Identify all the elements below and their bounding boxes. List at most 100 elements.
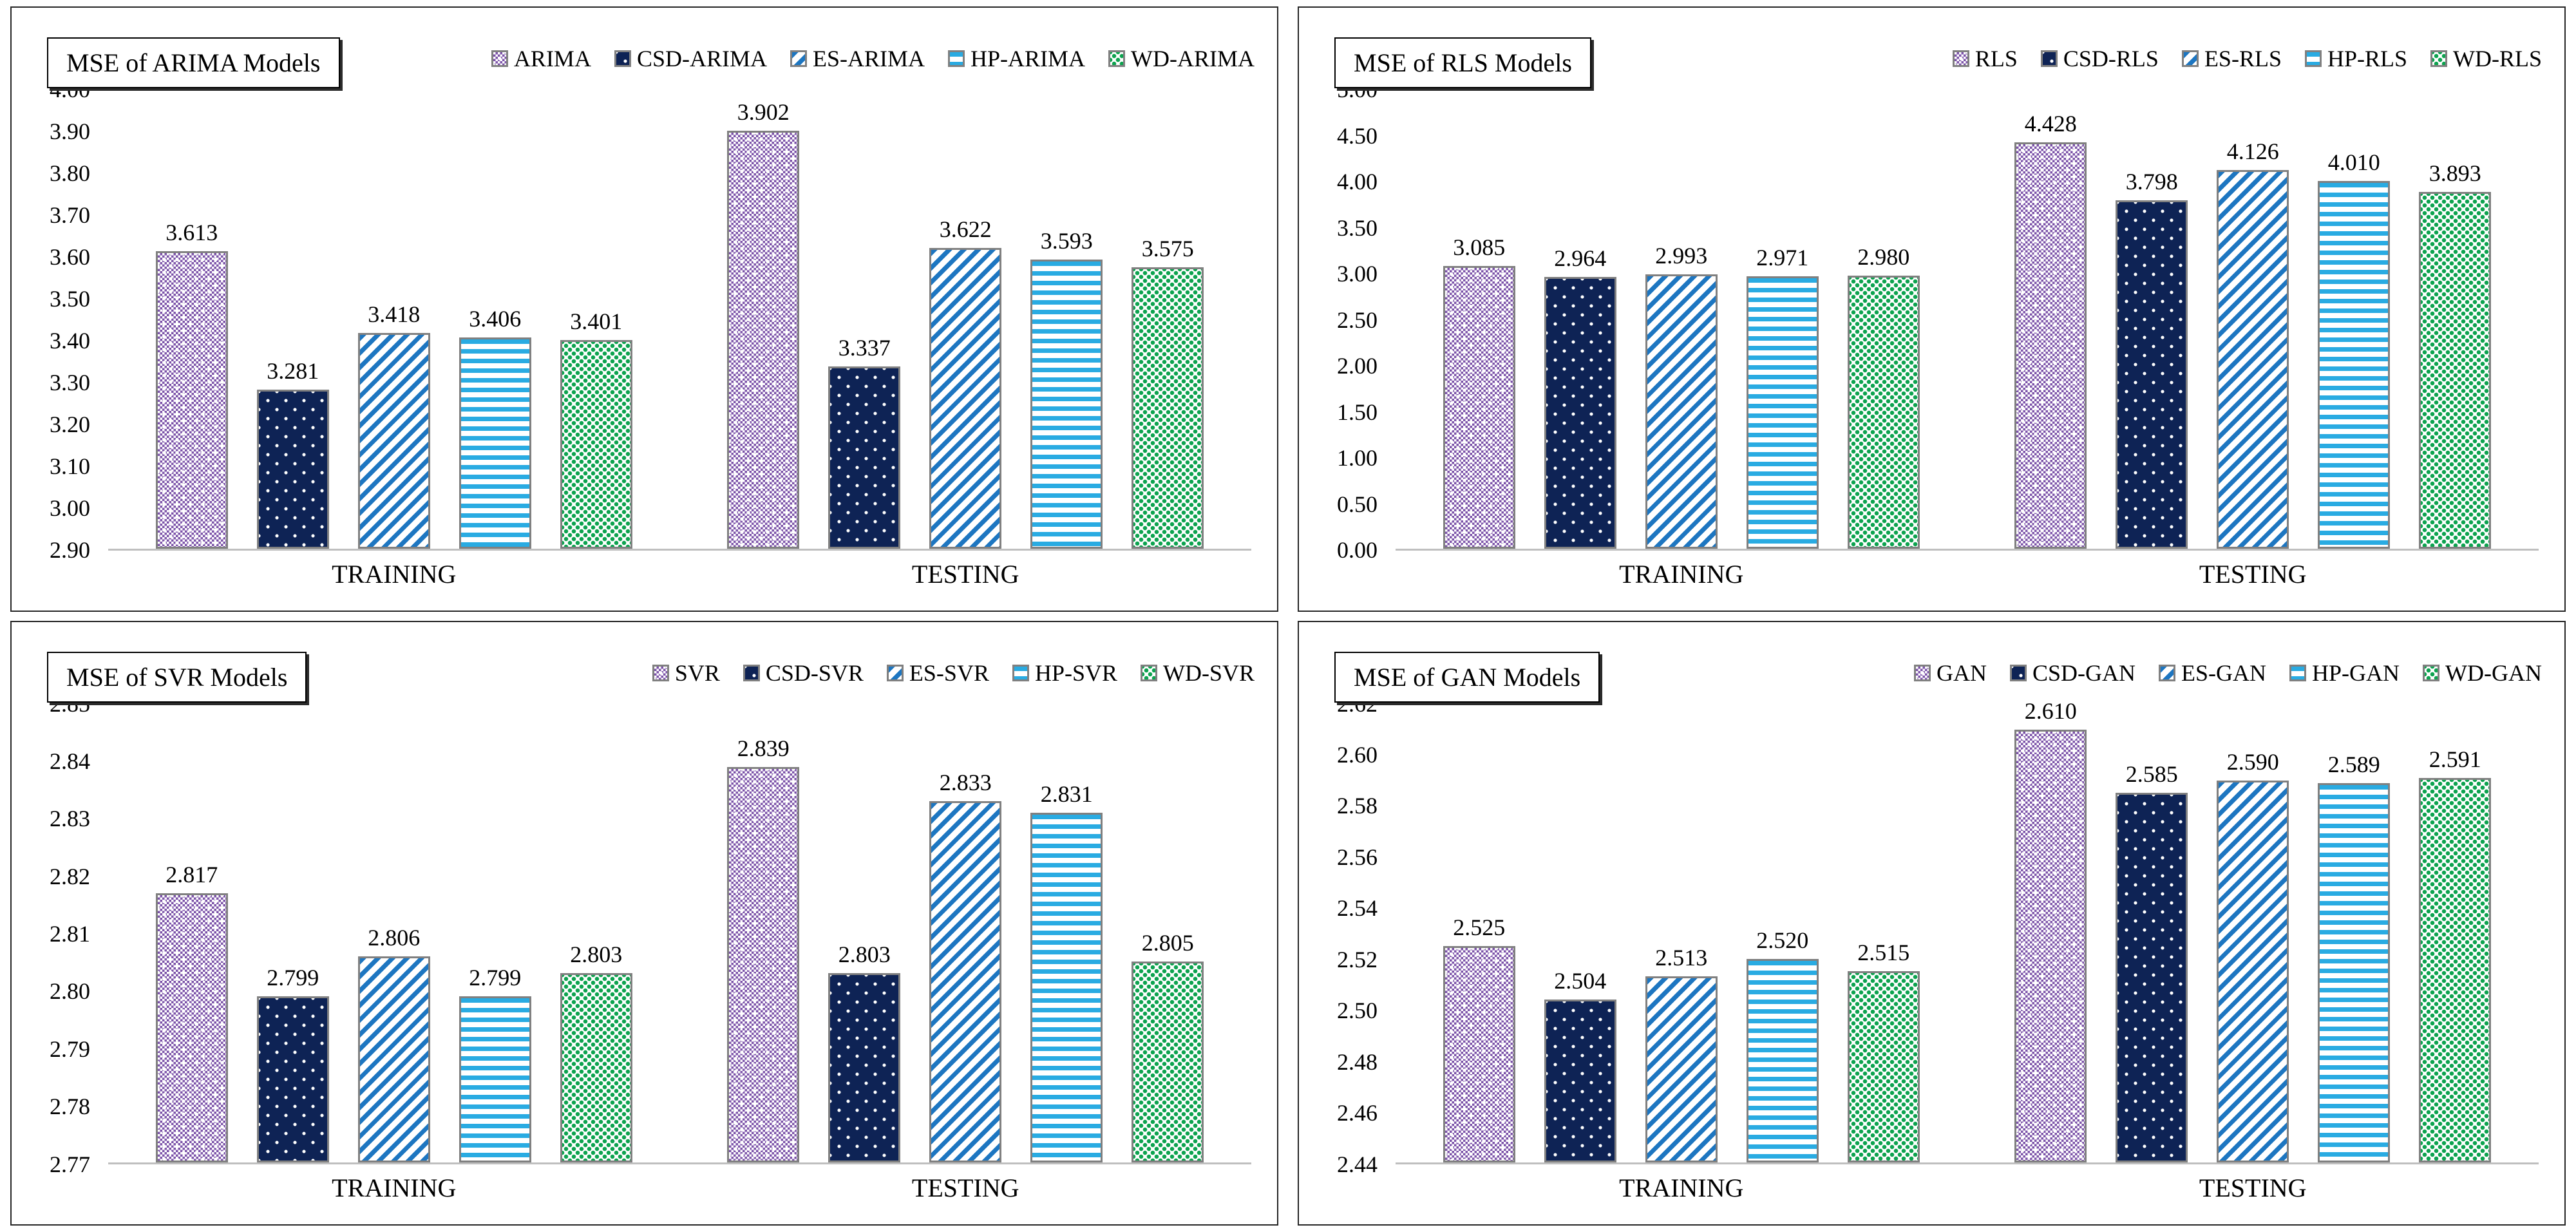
bar-item: 2.805	[1132, 929, 1204, 1162]
bar-item: 3.281	[256, 357, 329, 549]
legend-item: WD-RLS	[2430, 45, 2542, 72]
bar-item: 3.593	[1030, 227, 1103, 549]
chart-title: MSE of ARIMA Models	[47, 37, 340, 88]
bar-value-label: 3.337	[838, 334, 891, 361]
y-axis: 0.00 0.50 1.00 1.50 2.00 2.50 3.00 3.50 4.00 4.50…	[1299, 77, 1396, 563]
x-category-label: TESTING	[2199, 559, 2307, 589]
y-tick-label: 2.58	[1337, 793, 1378, 819]
bar-value-label: 4.428	[2024, 110, 2077, 137]
bar-value-label: 3.575	[1141, 235, 1194, 261]
y-tick-label: 2.56	[1337, 844, 1378, 870]
legend-label: HP-ARIMA	[971, 46, 1086, 71]
bar-value-label: 2.585	[2125, 761, 2178, 787]
navy-white-dots-swatch-icon	[614, 50, 631, 67]
bar-value-label: 2.799	[469, 965, 522, 990]
y-tick-label: 0.00	[1337, 537, 1378, 563]
bar-csd-gan-testing	[2116, 793, 2188, 1162]
x-category-label: TESTING	[2199, 1173, 2307, 1202]
legend: RLS CSD-RLS ES-RLS HP-RLS WD-RLS	[1952, 45, 2542, 72]
bar-group-testing: 3.902 3.337 3.622 3.593 3.575	[727, 99, 1204, 549]
bar-value-label: 3.613	[166, 219, 218, 245]
bar-item: 4.010	[2318, 149, 2391, 549]
bar-wd-arima-training	[560, 339, 632, 549]
y-tick-label: 3.10	[50, 453, 90, 479]
purple-checker-dots-swatch-icon	[1952, 50, 1969, 67]
legend-item: ES-GAN	[2159, 659, 2266, 687]
y-tick-label: 0.50	[1337, 491, 1378, 517]
bar-item: 2.515	[1847, 939, 1920, 1162]
legend-item: HP-GAN	[2289, 659, 2400, 687]
purple-checker-dots-swatch-icon	[1914, 664, 1931, 681]
bar-item: 2.513	[1645, 944, 1718, 1162]
y-tick-label: 2.84	[50, 748, 90, 774]
blue-diagonal-stripes-swatch-icon	[790, 50, 807, 67]
chart-title: MSE of RLS Models	[1334, 37, 1591, 88]
chart-title: MSE of GAN Models	[1334, 651, 1600, 703]
bar-group-testing: 4.428 3.798 4.126 4.010 3.893	[2014, 110, 2492, 549]
bar-wd-gan-training	[1847, 971, 1920, 1162]
bar-value-label: 2.610	[2024, 698, 2077, 724]
bar-item: 2.520	[1746, 927, 1819, 1162]
bar-hp-svr-training	[459, 996, 531, 1162]
y-tick-label: 1.00	[1337, 445, 1378, 471]
bar-csd-arima-testing	[828, 366, 901, 549]
bar-value-label: 4.126	[2226, 138, 2279, 164]
x-category-label: TRAINING	[332, 559, 457, 589]
chart-title: MSE of SVR Models	[47, 651, 307, 703]
bar-item: 2.591	[2419, 746, 2492, 1162]
bar-es-rls-testing	[2217, 169, 2289, 549]
x-axis: TRAINING TESTING	[108, 1173, 1251, 1208]
bar-item: 2.831	[1030, 781, 1103, 1162]
y-tick-label: 3.00	[50, 495, 90, 521]
bar-csd-rls-testing	[2116, 200, 2188, 549]
bar-item: 2.525	[1443, 914, 1515, 1162]
bar-item: 2.803	[828, 941, 901, 1162]
y-tick-label: 2.00	[1337, 353, 1378, 379]
chart-panel-gan: MSE of GAN Models GAN CSD-GAN ES-GAN HP-GAN…	[1298, 620, 2566, 1226]
chart-panel-svr: MSE of SVR Models SVR CSD-SVR ES-SVR HP-SVR…	[10, 620, 1278, 1226]
y-tick-label: 2.83	[50, 806, 90, 832]
y-tick-label: 2.44	[1337, 1151, 1378, 1177]
bar-value-label: 2.817	[166, 862, 218, 887]
bar-value-label: 4.010	[2327, 149, 2380, 175]
legend-label: HP-RLS	[2327, 46, 2407, 71]
legend-item: ARIMA	[491, 45, 591, 72]
legend-item: HP-RLS	[2304, 45, 2407, 72]
legend-label: CSD-ARIMA	[636, 46, 767, 71]
legend-label: ES-GAN	[2181, 659, 2267, 686]
legend-item: CSD-GAN	[2010, 659, 2136, 687]
legend-label: WD-ARIMA	[1131, 46, 1255, 71]
y-tick-label: 2.78	[50, 1094, 90, 1120]
bar-item: 2.806	[357, 924, 430, 1162]
bar-svr-testing	[727, 767, 800, 1162]
y-tick-label: 4.50	[1337, 122, 1378, 149]
navy-white-dots-swatch-icon	[2010, 664, 2027, 681]
bar-item: 3.337	[828, 334, 901, 549]
bar-item: 2.799	[256, 964, 329, 1162]
bar-value-label: 3.418	[368, 301, 421, 327]
bar-es-arima-training	[357, 332, 430, 549]
bar-hp-arima-training	[459, 337, 531, 549]
y-tick-label: 2.81	[50, 921, 90, 947]
legend-label: WD-GAN	[2445, 659, 2542, 686]
legend-label: ES-ARIMA	[812, 46, 925, 71]
bar-item: 2.799	[459, 964, 531, 1162]
y-tick-label: 2.80	[50, 978, 90, 1005]
legend-label: RLS	[1975, 46, 2018, 71]
bar-item: 3.622	[929, 216, 1002, 549]
bar-item: 2.993	[1645, 242, 1718, 549]
bar-value-label: 2.971	[1756, 244, 1809, 270]
bar-value-label: 2.839	[737, 735, 790, 761]
bar-wd-gan-testing	[2419, 778, 2492, 1162]
bar-item: 2.839	[727, 735, 800, 1162]
legend-item: ES-ARIMA	[790, 45, 925, 72]
bar-item: 2.504	[1544, 967, 1616, 1162]
bar-group-testing: 2.610 2.585 2.590 2.589 2.591	[2014, 697, 2492, 1162]
legend-item: SVR	[652, 659, 720, 687]
cyan-horizontal-stripes-swatch-icon	[2289, 664, 2307, 681]
bar-item: 2.590	[2217, 748, 2289, 1162]
y-tick-label: 3.20	[50, 412, 90, 437]
bar-value-label: 2.806	[368, 925, 421, 951]
bar-value-label: 3.281	[267, 357, 319, 384]
